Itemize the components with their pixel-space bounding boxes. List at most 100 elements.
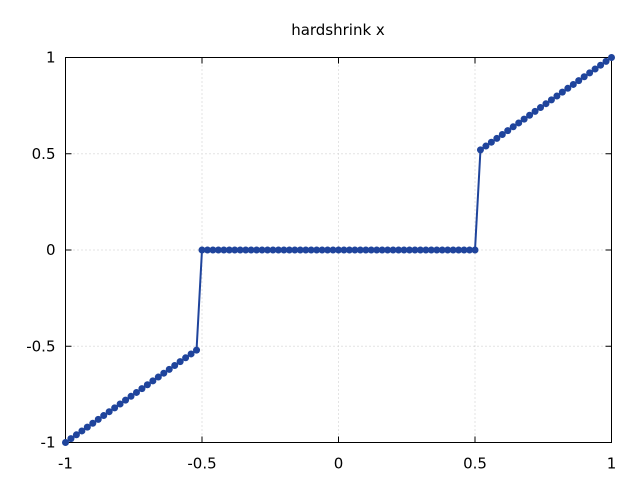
data-point (203, 246, 211, 254)
data-point (78, 427, 86, 435)
data-point (367, 246, 375, 254)
data-point (258, 246, 266, 254)
data-point (482, 142, 490, 150)
data-point (132, 388, 140, 396)
data-point (313, 246, 321, 254)
data-point (231, 246, 239, 254)
data-point (580, 73, 588, 81)
data-point (143, 381, 151, 389)
data-point (176, 358, 184, 366)
data-point (345, 246, 353, 254)
data-point (269, 246, 277, 254)
data-point (83, 423, 91, 431)
data-point (94, 415, 102, 423)
data-point (569, 80, 577, 88)
data-point (198, 246, 206, 254)
data-point (597, 61, 605, 69)
data-point (149, 377, 157, 385)
data-point (537, 104, 545, 112)
data-point (72, 431, 80, 439)
data-point (335, 246, 342, 254)
data-point (89, 419, 97, 427)
data-point (509, 123, 517, 131)
data-point (302, 246, 310, 254)
data-point (389, 246, 397, 254)
data-point (100, 412, 108, 420)
data-point (460, 246, 468, 254)
y-tick-label: 1 (46, 49, 56, 67)
data-point (466, 246, 474, 254)
data-point (127, 392, 135, 400)
data-point (324, 246, 332, 254)
x-tick-label: -1 (58, 455, 73, 473)
x-tick-label: 1 (607, 455, 617, 473)
data-point (515, 119, 523, 127)
data-point (67, 435, 75, 443)
data-point (531, 107, 539, 115)
data-point (547, 96, 555, 104)
data-point (405, 246, 413, 254)
y-axis-tick-labels: -1 -0.5 0 0.5 1 (26, 49, 55, 452)
y-tick-label: 0.5 (32, 145, 56, 163)
data-point (438, 246, 446, 254)
data-point (411, 246, 419, 254)
data-point (542, 100, 550, 108)
data-point (378, 246, 386, 254)
data-point (154, 373, 162, 381)
data-point (520, 115, 528, 123)
x-tick-label: 0.5 (463, 455, 487, 473)
data-point (182, 354, 190, 362)
series-group (62, 54, 615, 446)
data-point (471, 246, 479, 254)
data-point (422, 246, 430, 254)
data-point (280, 246, 288, 254)
data-point (455, 246, 463, 254)
data-point (171, 362, 179, 369)
data-point (427, 246, 435, 254)
data-point (62, 439, 69, 446)
chart-title: hardshrink x (291, 21, 385, 39)
y-tick-label: 0 (46, 241, 56, 259)
data-point (395, 246, 403, 254)
data-point (138, 385, 146, 393)
data-point (291, 246, 299, 254)
data-point (591, 65, 599, 73)
data-point (116, 400, 124, 408)
data-point (558, 88, 566, 96)
data-point (362, 246, 370, 254)
data-point (122, 396, 130, 404)
data-point (608, 54, 615, 61)
data-point (264, 246, 272, 254)
data-point (444, 246, 452, 254)
data-point (449, 246, 457, 254)
data-point (416, 246, 424, 254)
data-point (209, 246, 217, 254)
data-point (493, 134, 501, 142)
data-point (111, 404, 119, 412)
data-point (193, 346, 201, 354)
data-point (296, 246, 304, 254)
data-point (165, 365, 173, 373)
data-point (105, 408, 113, 416)
y-tick-label: -0.5 (26, 337, 55, 355)
data-point (274, 246, 282, 254)
y-tick-label: -1 (41, 434, 56, 452)
data-point (307, 246, 315, 254)
data-point (564, 84, 572, 92)
data-point (602, 57, 610, 65)
data-point (214, 246, 222, 254)
data-point (318, 246, 326, 254)
data-point (400, 246, 408, 254)
x-tick-label: 0 (334, 455, 344, 473)
data-point (526, 111, 534, 119)
data-point (247, 246, 255, 254)
data-point (498, 131, 506, 138)
data-point (187, 350, 195, 358)
data-point (433, 246, 441, 254)
data-point (340, 246, 348, 254)
data-point (225, 246, 233, 254)
data-point (220, 246, 228, 254)
data-point (285, 246, 293, 254)
data-point (487, 138, 495, 146)
data-point (476, 146, 484, 154)
